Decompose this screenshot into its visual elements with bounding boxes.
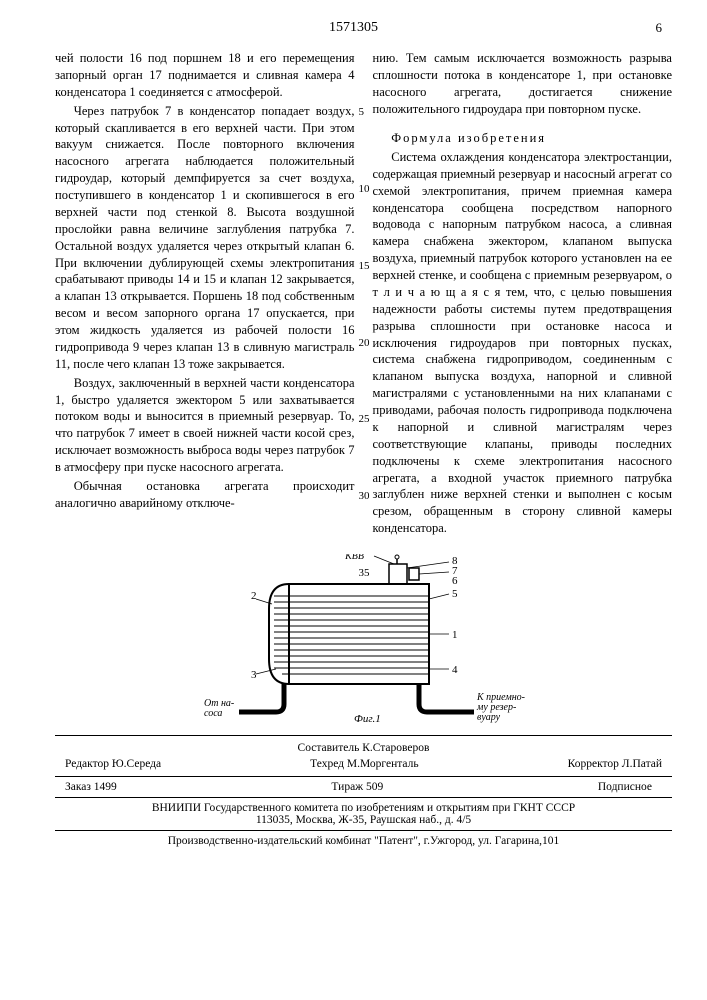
producer: Производственно-издательский комбинат "П… (55, 830, 672, 847)
line-numbers: 5 10 15 20 25 30 35 (359, 50, 370, 581)
para: Система охлаждения конденсатора электрос… (373, 149, 673, 537)
formula-heading: Формула изобретения (373, 130, 673, 147)
text-columns: чей полости 16 под поршнем 18 и его пере… (55, 50, 672, 539)
line-num: 10 (359, 182, 370, 197)
para: чей полости 16 под поршнем 18 и его пере… (55, 50, 355, 101)
left-column: чей полости 16 под поршнем 18 и его пере… (55, 50, 355, 539)
line-num: 25 (359, 412, 370, 427)
callout: 5 (452, 588, 458, 600)
callout: 8 (452, 555, 458, 567)
tirage: Тираж 509 (331, 781, 383, 793)
callout: 3 (251, 669, 257, 681)
column-label: 6 (656, 20, 663, 36)
line-num: 35 (359, 566, 370, 581)
para: Воздух, заключенный в верхней части конд… (55, 375, 355, 476)
institution-line: 113035, Москва, Ж-35, Раушская наб., д. … (55, 814, 672, 826)
figure-caption: Фиг.1 (354, 713, 381, 724)
callout: 2 (251, 590, 257, 602)
institution-line: ВНИИПИ Государственного комитета по изоб… (55, 802, 672, 814)
line-num: 15 (359, 259, 370, 274)
compiler: Составитель К.Староверов (55, 740, 672, 756)
techred: Техред М.Моргенталь (310, 758, 418, 770)
right-column: 5 10 15 20 25 30 35 нию. Тем самым исклю… (373, 50, 673, 539)
para: Обычная остановка агрегата происходит ан… (55, 478, 355, 512)
institution: ВНИИПИ Государственного комитета по изоб… (55, 798, 672, 828)
editor: Редактор Ю.Середа (65, 758, 161, 770)
subscription: Подписное (598, 781, 652, 793)
order-num: Заказ 1499 (65, 781, 117, 793)
callout: 1 (452, 629, 458, 641)
line-num: 20 (359, 336, 370, 351)
line-num: 30 (359, 489, 370, 504)
footer: Составитель К.Староверов Редактор Ю.Сере… (55, 735, 672, 847)
callout: 4 (452, 664, 458, 676)
para: Через патрубок 7 в конденсатор попадает … (55, 103, 355, 373)
fig-right-label: вуару (477, 712, 501, 723)
document-number: 1571305 (329, 20, 378, 36)
fig-left-label: соса (204, 708, 222, 719)
line-num: 5 (359, 105, 370, 120)
corrector: Корректор Л.Патай (568, 758, 662, 770)
para: нию. Тем самым исключается возможность р… (373, 50, 673, 118)
